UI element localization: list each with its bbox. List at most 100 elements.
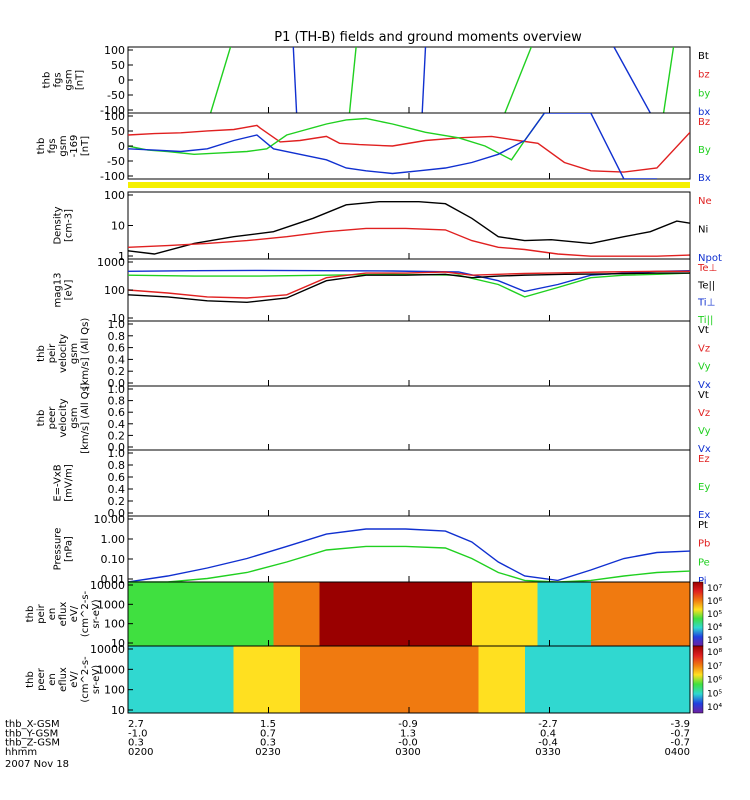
xaxis-value: -0.7 [670, 738, 690, 749]
series-by-line [504, 47, 532, 113]
y-axis-label: velocity [58, 398, 69, 437]
series-Te⊥-line [128, 270, 690, 299]
y-axis-label: thb [25, 606, 36, 623]
panel-7: Ez Ey Ex 1.00.80.60.40.20.0 E=-VxB [mV/m] [53, 447, 711, 521]
y-tick-label: 100 [104, 618, 125, 631]
xaxis-row-label: hhmm [5, 747, 37, 758]
y-axis-label: eflux [58, 667, 69, 692]
xaxis-value: 0.3 [128, 738, 144, 749]
y-tick-label: 100 [104, 684, 125, 697]
panel-6: Vt Vz Vy Vx 1.00.80.60.40.20.0 thb peer velocit… [36, 382, 711, 455]
spectrogram-image [128, 646, 690, 713]
y-axis-label: thb [36, 345, 47, 362]
y-axis-label: thb [36, 410, 47, 427]
legend-Pe: Pe [698, 557, 710, 568]
panel-10: 10⁸ 10⁷ 10⁶ 10⁵ 10⁴ 10000 1000 100 10 thb peer en ef… [25, 643, 722, 717]
legend-by: by [698, 88, 710, 99]
legend-Ex: Ex [698, 510, 710, 521]
legend-Ti⊥: Ti⊥ [697, 298, 715, 309]
y-axis-label: gsm [69, 343, 80, 364]
legend-Vt: Vt [698, 325, 709, 336]
y-tick-label: 0.8 [108, 459, 126, 472]
series-Ni-line [128, 201, 690, 255]
panel-frame [127, 46, 691, 114]
panel-1: Bt bz by bx 100 50 0 -50 -100 thb fgs gsm [nT] [42, 44, 711, 118]
xaxis-row-label: thb_Z-GSM [5, 738, 60, 749]
y-tick-label: 0 [118, 74, 125, 87]
y-tick-label: 1.0 [108, 318, 126, 331]
y-tick-label: 1000 [97, 663, 125, 676]
series-Bx-line [128, 113, 657, 179]
y-tick-label: 1 [118, 250, 125, 263]
y-axis-label: Density [53, 206, 64, 244]
y-axis-label: mag13 [53, 273, 64, 308]
y-axis-label: peer [47, 406, 58, 430]
y-tick-label: 100 [104, 284, 125, 297]
y-tick-label: 1000 [97, 256, 125, 269]
legend-Vx: Vx [698, 380, 711, 391]
y-axis-label: peir [47, 343, 58, 363]
y-axis-label: E=-VxB [53, 464, 64, 501]
y-tick-label: -100 [100, 170, 125, 183]
xaxis-value: 0.3 [260, 738, 276, 749]
colorbar-tick-label: 10⁴ [707, 623, 722, 633]
y-axis-label: thb [42, 72, 53, 89]
colorbar-tick-label: 10⁴ [707, 703, 722, 713]
legend-bx: bx [698, 107, 710, 118]
colorbar-tick-label: 10⁵ [707, 689, 722, 699]
y-tick-label: 0.01 [101, 573, 126, 586]
colorbar-tick-label: 10⁶ [707, 676, 722, 686]
x-axis-table: thb_X-GSM 2.7 1.5 -0.9 -2.7 -3.9 thb_Y-GSM -1.0… [5, 719, 690, 770]
y-tick-label: 10 [111, 704, 125, 717]
xaxis-row-label: thb_Y-GSM [5, 728, 58, 739]
y-axis-label: -169 [69, 135, 80, 158]
legend-Npot: Npot [698, 253, 722, 264]
y-axis-label: thb [36, 138, 47, 155]
y-axis-label: [km/s] (All Qs) [80, 318, 91, 390]
y-tick-label: 0.6 [108, 406, 126, 419]
y-tick-label: 100 [104, 110, 125, 123]
panel-frame [127, 385, 691, 451]
y-axis-label: Pressure [53, 528, 64, 571]
colorbar-tick-label: 10³ [707, 636, 722, 646]
legend-Ne: Ne [698, 196, 712, 207]
y-axis-label: [cm-3] [64, 209, 75, 242]
y-axis-label: sr-eV) [91, 665, 102, 694]
series-Te||-line [128, 272, 690, 304]
y-axis-label: [eV] [64, 280, 75, 301]
date-label: 2007 Nov 18 [5, 759, 69, 770]
y-tick-label: 10 [111, 220, 125, 233]
legend-bz: bz [698, 70, 710, 81]
series-by-line [209, 47, 232, 113]
y-tick-label: 0.4 [108, 353, 126, 366]
xaxis-value: -0.9 [398, 719, 418, 730]
y-tick-label: 10000 [90, 579, 125, 592]
panel-4: Te⊥ Te|| Ti⊥ Ti|| 1000 100 10 mag13 [eV] [53, 256, 718, 326]
y-axis-label: eV/ [69, 671, 80, 688]
yellow-bar [128, 182, 690, 188]
y-axis-label: gsm [64, 69, 75, 90]
plot-title: P1 (TH-B) fields and ground moments over… [274, 30, 582, 45]
series-Ne-line [128, 227, 690, 257]
y-axis-label: [nT] [80, 136, 91, 156]
panel-5: Vt Vz Vy Vx 1.00.80.60.40.20.0 thb peir velocit… [36, 318, 711, 391]
colorbar-tick-label: 10⁷ [707, 662, 722, 672]
xaxis-value: 1.3 [400, 728, 416, 739]
xaxis-value: 2.7 [128, 719, 144, 730]
xaxis-value: -0.7 [670, 728, 690, 739]
series-bx-line [421, 47, 427, 113]
panel-frame [127, 449, 691, 517]
y-tick-label: -100 [100, 104, 125, 117]
xaxis-value: 0400 [665, 747, 690, 758]
y-axis-label: eflux [58, 602, 69, 627]
legend-Vx: Vx [698, 444, 711, 455]
spectrogram-image [128, 582, 690, 646]
y-axis-label: sr-eV) [91, 599, 102, 628]
xaxis-value: 0330 [535, 747, 560, 758]
y-axis-label: [nT] [75, 70, 86, 90]
y-tick-label: 10000 [90, 643, 125, 656]
xaxis-value: -3.9 [670, 719, 690, 730]
series-by-line [662, 47, 675, 113]
